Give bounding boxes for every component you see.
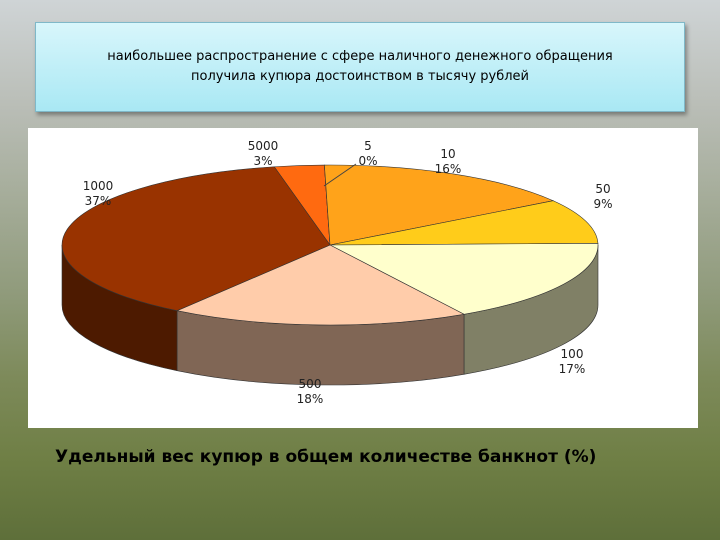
pie-slice: [329, 200, 599, 246]
slice-value-label: 9%: [593, 197, 612, 211]
pie-slice: [329, 243, 599, 315]
pie-slice: [176, 244, 465, 326]
slice-label: 5: [364, 139, 372, 153]
slice-label: 1000: [83, 179, 114, 193]
slice-value-label: 16%: [435, 162, 462, 176]
slice-value-label: 18%: [297, 392, 324, 406]
slice-label: 50: [595, 182, 610, 196]
pie-slice: [324, 164, 555, 246]
slice-value-label: 3%: [253, 154, 272, 168]
chart-area: 5000 3% 5 0% 10 16% 50 9% 100 17% 500 18% 1000 37%: [28, 128, 698, 428]
slice-label: 100: [561, 347, 584, 361]
slice-value-label: 0%: [358, 154, 377, 168]
pie-slice: [61, 166, 331, 312]
callout: наибольшее распространение с сфере налич…: [35, 22, 685, 112]
chart-caption: Удельный вес купюр в общем количестве ба…: [55, 447, 597, 467]
slice-label: 10: [440, 147, 455, 161]
slice-value-label: 37%: [85, 194, 112, 208]
slice-value-label: 17%: [559, 362, 586, 376]
slice-label: 500: [299, 377, 322, 391]
slice-label: 5000: [248, 139, 279, 153]
leader-line: [323, 163, 357, 187]
